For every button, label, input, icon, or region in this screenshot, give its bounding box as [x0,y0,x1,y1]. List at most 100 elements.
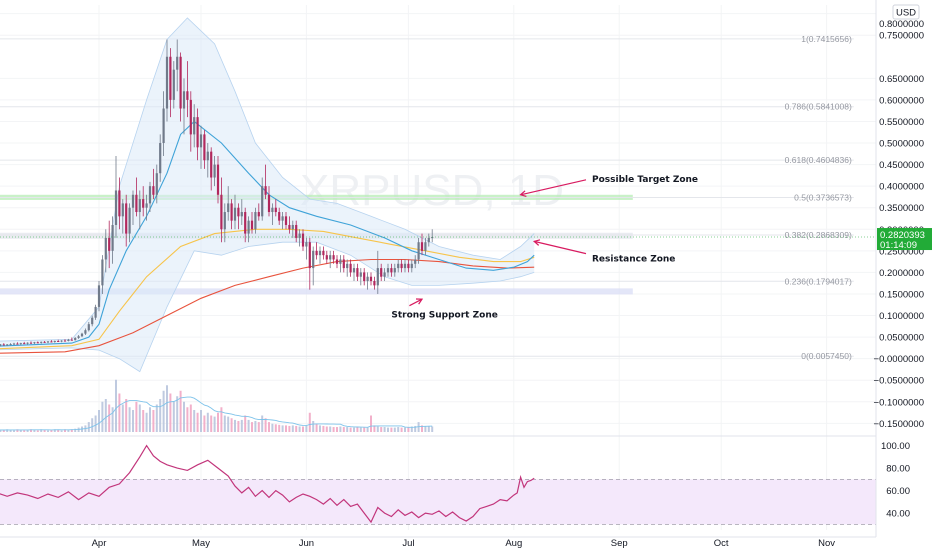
volume-bar [196,412,199,432]
candle [420,233,424,256]
volume-bar [115,379,117,432]
candle-body [295,224,298,238]
price-tick-label: 0.7500000 [879,31,924,42]
candle-body [87,324,90,331]
volume-bar [383,427,386,432]
time-tick-label: Nov [818,538,835,549]
candle-body [339,259,342,264]
bollinger-band [0,17,535,373]
candle [267,186,271,217]
volume-bar [98,410,100,432]
candle-body [176,56,179,70]
volume-bar [23,430,26,432]
candle [359,268,362,286]
candle-body [315,250,318,256]
candle [165,39,169,122]
candle [97,281,101,312]
volume-bar [264,418,267,432]
volume-bar [60,430,63,432]
volume-bar [271,423,274,432]
candle-body [410,263,413,269]
price-tick-label: 0.5000000 [879,139,924,150]
time-tick-label: Jul [402,538,414,549]
candle-body [131,194,135,208]
time-axis[interactable]: Apr May Jun Jul Aug Sep Oct Nov [0,536,876,549]
volume-bar [149,407,151,432]
candle [346,259,349,277]
candle [162,91,165,156]
fib-label: 0.236(0.1794017) [785,276,852,286]
candle [278,207,281,225]
candle-body [36,342,39,344]
annotation-arrow-head [415,298,424,305]
candle-body [250,220,254,230]
candle [339,255,342,273]
volume-bar [261,415,264,432]
volume-bar [57,429,60,432]
volume-bar [217,412,219,432]
volume-bar [281,425,284,432]
candle [390,263,393,277]
candle-body [386,268,390,273]
candle [417,237,420,264]
price-tick-label: 0.8000000 [879,19,924,30]
volume-bar [30,429,32,432]
candle-body [155,173,158,195]
candle [223,203,226,243]
candle-body [305,242,308,247]
volume-bar [376,426,379,432]
volume-bar [16,429,19,432]
candle [104,229,107,273]
candle [233,194,237,230]
candle-body [138,199,141,213]
currency-label[interactable]: USD [892,4,920,20]
candle-body [281,216,284,221]
candle-body [77,336,80,338]
volume-bar [2,430,5,432]
candle [74,337,77,341]
candle-body [393,268,396,273]
volume-bar [325,426,328,432]
candle [298,229,301,247]
candle [227,186,230,221]
price-tick-label: −0.1000000 [874,397,924,408]
candle-body [169,56,172,100]
candle [247,216,250,243]
candle [424,237,427,256]
candle-body [118,190,121,217]
candle-body [172,69,175,100]
candle [114,155,118,238]
volume-bar [111,407,114,432]
candle [356,263,359,282]
candle-body [325,255,328,260]
volume-bar [13,430,15,432]
volume-bar [410,426,413,432]
candle-body [67,339,70,341]
volume-bar [9,429,12,432]
candle-body [97,285,101,307]
fib-label: 0.786(0.5841008) [785,102,852,112]
candle [352,263,356,282]
volume-bar [329,426,332,432]
volume-histogram [0,379,434,432]
volume-bar [210,415,213,432]
candle [118,177,121,230]
candle-body [199,134,203,148]
volume-bar [363,427,366,432]
price-tick-label: 0.2500000 [879,246,924,257]
candle [46,340,50,344]
candle [125,194,128,247]
volume-bar [108,404,111,432]
annotation-label: Possible Target Zone [592,175,698,185]
volume-bar [67,429,70,432]
candle [182,78,186,135]
candle-body [179,56,182,109]
candle [414,255,417,269]
price-tick-label: 0.4500000 [879,160,924,171]
candle-body [230,203,233,221]
candle [77,334,80,339]
price-tick-label: 0.6500000 [879,74,924,85]
volume-bar [176,396,179,432]
